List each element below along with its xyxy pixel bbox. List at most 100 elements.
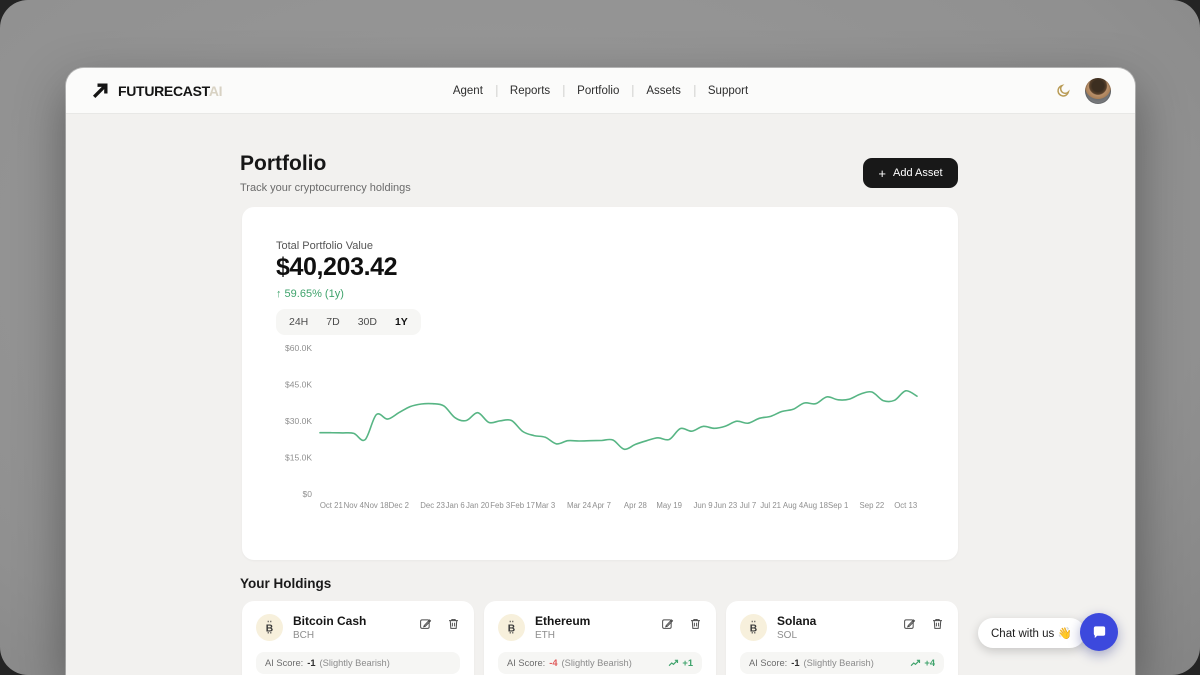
holding-card-header: B Solana SOL	[740, 614, 944, 641]
trash-icon	[691, 618, 700, 629]
holding-card-bitcoin-cash: B Bitcoin Cash BCH AI Score: -1 (Slightl…	[242, 601, 474, 675]
range-30d-button[interactable]: 30D	[350, 313, 385, 331]
chat-bubble-icon	[1093, 625, 1105, 638]
svg-text:Aug 4: Aug 4	[783, 501, 804, 510]
score-delta-value: +1	[682, 658, 693, 668]
svg-text:Jan 20: Jan 20	[466, 501, 490, 510]
add-asset-button[interactable]: + Add Asset	[863, 158, 958, 188]
svg-text:Feb 3: Feb 3	[490, 501, 510, 510]
holding-card-solana: B Solana SOL AI Score: -1 (Slightly Bear…	[726, 601, 958, 675]
trash-icon	[933, 618, 942, 629]
user-avatar[interactable]	[1085, 77, 1111, 104]
edit-asset-button[interactable]	[903, 617, 916, 630]
svg-text:Sep 1: Sep 1	[828, 501, 848, 510]
holding-card-header: B Ethereum ETH	[498, 614, 702, 641]
score-delta-value: +4	[924, 658, 935, 668]
svg-text:May 19: May 19	[656, 501, 682, 510]
holding-card-header: B Bitcoin Cash BCH	[256, 614, 460, 641]
svg-text:$45.0K: $45.0K	[285, 380, 312, 390]
dark-mode-moon-icon[interactable]	[1056, 83, 1071, 98]
brand-suffix: AI	[208, 82, 223, 99]
nav-item-portfolio[interactable]: Portfolio	[577, 84, 620, 97]
ai-score-label: AI Score:	[265, 658, 304, 668]
svg-text:Mar 24: Mar 24	[567, 501, 592, 510]
add-asset-label: Add Asset	[893, 167, 943, 179]
nav-item-reports[interactable]: Reports	[509, 84, 551, 97]
range-24h-button[interactable]: 24H	[281, 313, 316, 331]
svg-text:Jul 7: Jul 7	[740, 501, 756, 510]
holding-card-ethereum: B Ethereum ETH AI Score: -4 (Slightly Be…	[484, 601, 716, 675]
portfolio-value-card: Total Portfolio Value $40,203.42 ↑ 59.65…	[242, 207, 958, 560]
nav-item-support[interactable]: Support	[707, 84, 749, 97]
coin-icon: B	[498, 614, 525, 641]
holdings-heading: Your Holdings	[240, 576, 332, 591]
delete-asset-button[interactable]	[931, 617, 944, 630]
svg-text:Oct 13: Oct 13	[894, 501, 917, 510]
chat-with-us-button[interactable]: Chat with us 👋	[978, 618, 1085, 648]
asset-ticker: BCH	[293, 630, 315, 641]
page-subtitle: Track your cryptocurrency holdings	[240, 182, 411, 194]
delete-asset-button[interactable]	[447, 617, 460, 630]
svg-text:Jul 21: Jul 21	[760, 501, 781, 510]
ai-score-descriptor: (Slightly Bearish)	[319, 658, 390, 668]
page-title: Portfolio	[240, 152, 327, 175]
plus-icon: +	[878, 165, 887, 181]
ai-score-value: -1	[791, 658, 800, 668]
svg-text:Oct 21: Oct 21	[320, 501, 343, 510]
svg-text:Nov 18: Nov 18	[364, 501, 389, 510]
edit-pencil-icon	[422, 619, 432, 628]
chat-launcher-button[interactable]	[1080, 613, 1118, 651]
ai-score-value: -1	[307, 658, 316, 668]
main-nav: Agent Reports Portfolio Assets Support	[452, 84, 749, 97]
app-window: FUTURECASTAI Agent Reports Portfolio Ass…	[66, 68, 1135, 675]
svg-text:Jun 9: Jun 9	[693, 501, 712, 510]
portfolio-change: ↑ 59.65% (1y)	[276, 288, 344, 300]
svg-text:$0: $0	[303, 489, 313, 499]
ai-score-value: -4	[549, 658, 558, 668]
nav-item-agent[interactable]: Agent	[452, 84, 483, 97]
asset-ticker: SOL	[777, 630, 798, 641]
topbar-right	[1056, 77, 1111, 104]
svg-text:Jan 6: Jan 6	[446, 501, 465, 510]
nav-separator	[563, 84, 565, 97]
svg-text:$30.0K: $30.0K	[285, 416, 312, 426]
ai-score-descriptor: (Slightly Bearish)	[803, 658, 874, 668]
edit-asset-button[interactable]	[661, 617, 674, 630]
svg-text:Mar 3: Mar 3	[535, 501, 555, 510]
range-1y-button[interactable]: 1Y	[387, 313, 416, 331]
nav-item-assets[interactable]: Assets	[646, 84, 681, 97]
asset-name: Ethereum	[535, 614, 591, 628]
asset-name: Solana	[777, 614, 817, 628]
svg-text:B: B	[508, 623, 515, 634]
coin-icon: B	[740, 614, 767, 641]
nav-separator	[693, 84, 695, 97]
svg-text:Jun 23: Jun 23	[714, 501, 737, 510]
nav-separator	[632, 84, 634, 97]
ai-score-row: AI Score: -1 (Slightly Bearish) +4	[740, 652, 944, 674]
svg-text:B: B	[266, 623, 273, 634]
ai-score-label: AI Score:	[507, 658, 546, 668]
trend-up-icon	[911, 659, 921, 667]
delete-asset-button[interactable]	[689, 617, 702, 630]
brand-logo[interactable]: FUTURECASTAI	[90, 81, 223, 101]
score-delta: +1	[668, 658, 693, 668]
svg-text:$60.0K: $60.0K	[285, 343, 312, 353]
edit-pencil-icon	[906, 619, 916, 628]
asset-ticker: ETH	[535, 630, 555, 641]
svg-text:B: B	[750, 623, 757, 634]
range-7d-button[interactable]: 7D	[318, 313, 347, 331]
svg-text:Dec 2: Dec 2	[389, 501, 409, 510]
total-portfolio-value: $40,203.42	[276, 253, 398, 281]
arrow-up-right-logo-icon	[92, 83, 108, 98]
ai-score-row: AI Score: -1 (Slightly Bearish)	[256, 652, 460, 674]
edit-asset-button[interactable]	[419, 617, 432, 630]
svg-text:Aug 18: Aug 18	[803, 501, 828, 510]
trash-icon	[449, 618, 458, 629]
svg-text:Sep 22: Sep 22	[860, 501, 885, 510]
nav-separator	[495, 84, 497, 97]
total-portfolio-value-label: Total Portfolio Value	[276, 240, 374, 252]
svg-text:Feb 17: Feb 17	[511, 501, 535, 510]
score-delta: +4	[910, 658, 935, 668]
time-range-selector: 24H 7D 30D 1Y	[276, 309, 421, 335]
